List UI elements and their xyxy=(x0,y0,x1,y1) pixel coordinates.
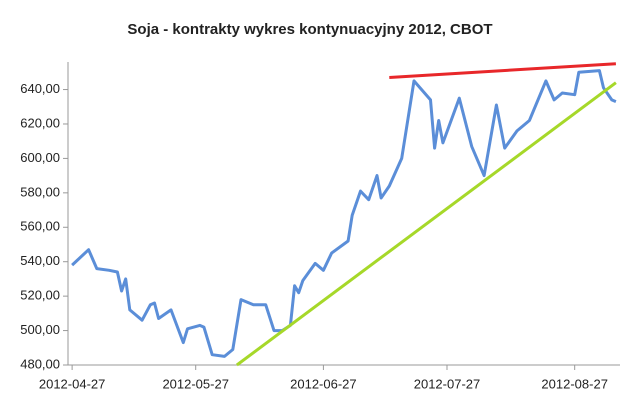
y-tick-label: 480,00 xyxy=(20,356,60,371)
y-tick-label: 620,00 xyxy=(20,115,60,130)
y-tick-label: 600,00 xyxy=(20,150,60,165)
y-tick-label: 560,00 xyxy=(20,219,60,234)
y-tick-label: 500,00 xyxy=(20,322,60,337)
y-tick-label: 580,00 xyxy=(20,184,60,199)
x-tick-label: 2012-07-27 xyxy=(414,376,481,391)
y-tick-label: 540,00 xyxy=(20,253,60,268)
trend-line xyxy=(236,81,617,367)
trend-line xyxy=(389,62,616,79)
x-tick-label: 2012-06-27 xyxy=(290,376,357,391)
chart-title: Soja - kontrakty wykres kontynuacyjny 20… xyxy=(127,21,492,38)
x-tick-label: 2012-05-27 xyxy=(162,376,229,391)
x-tick-label: 2012-08-27 xyxy=(541,376,608,391)
y-tick-label: 520,00 xyxy=(20,288,60,303)
y-tick-label: 640,00 xyxy=(20,81,60,96)
data-line xyxy=(71,69,617,358)
x-tick-label: 2012-04-27 xyxy=(39,376,106,391)
